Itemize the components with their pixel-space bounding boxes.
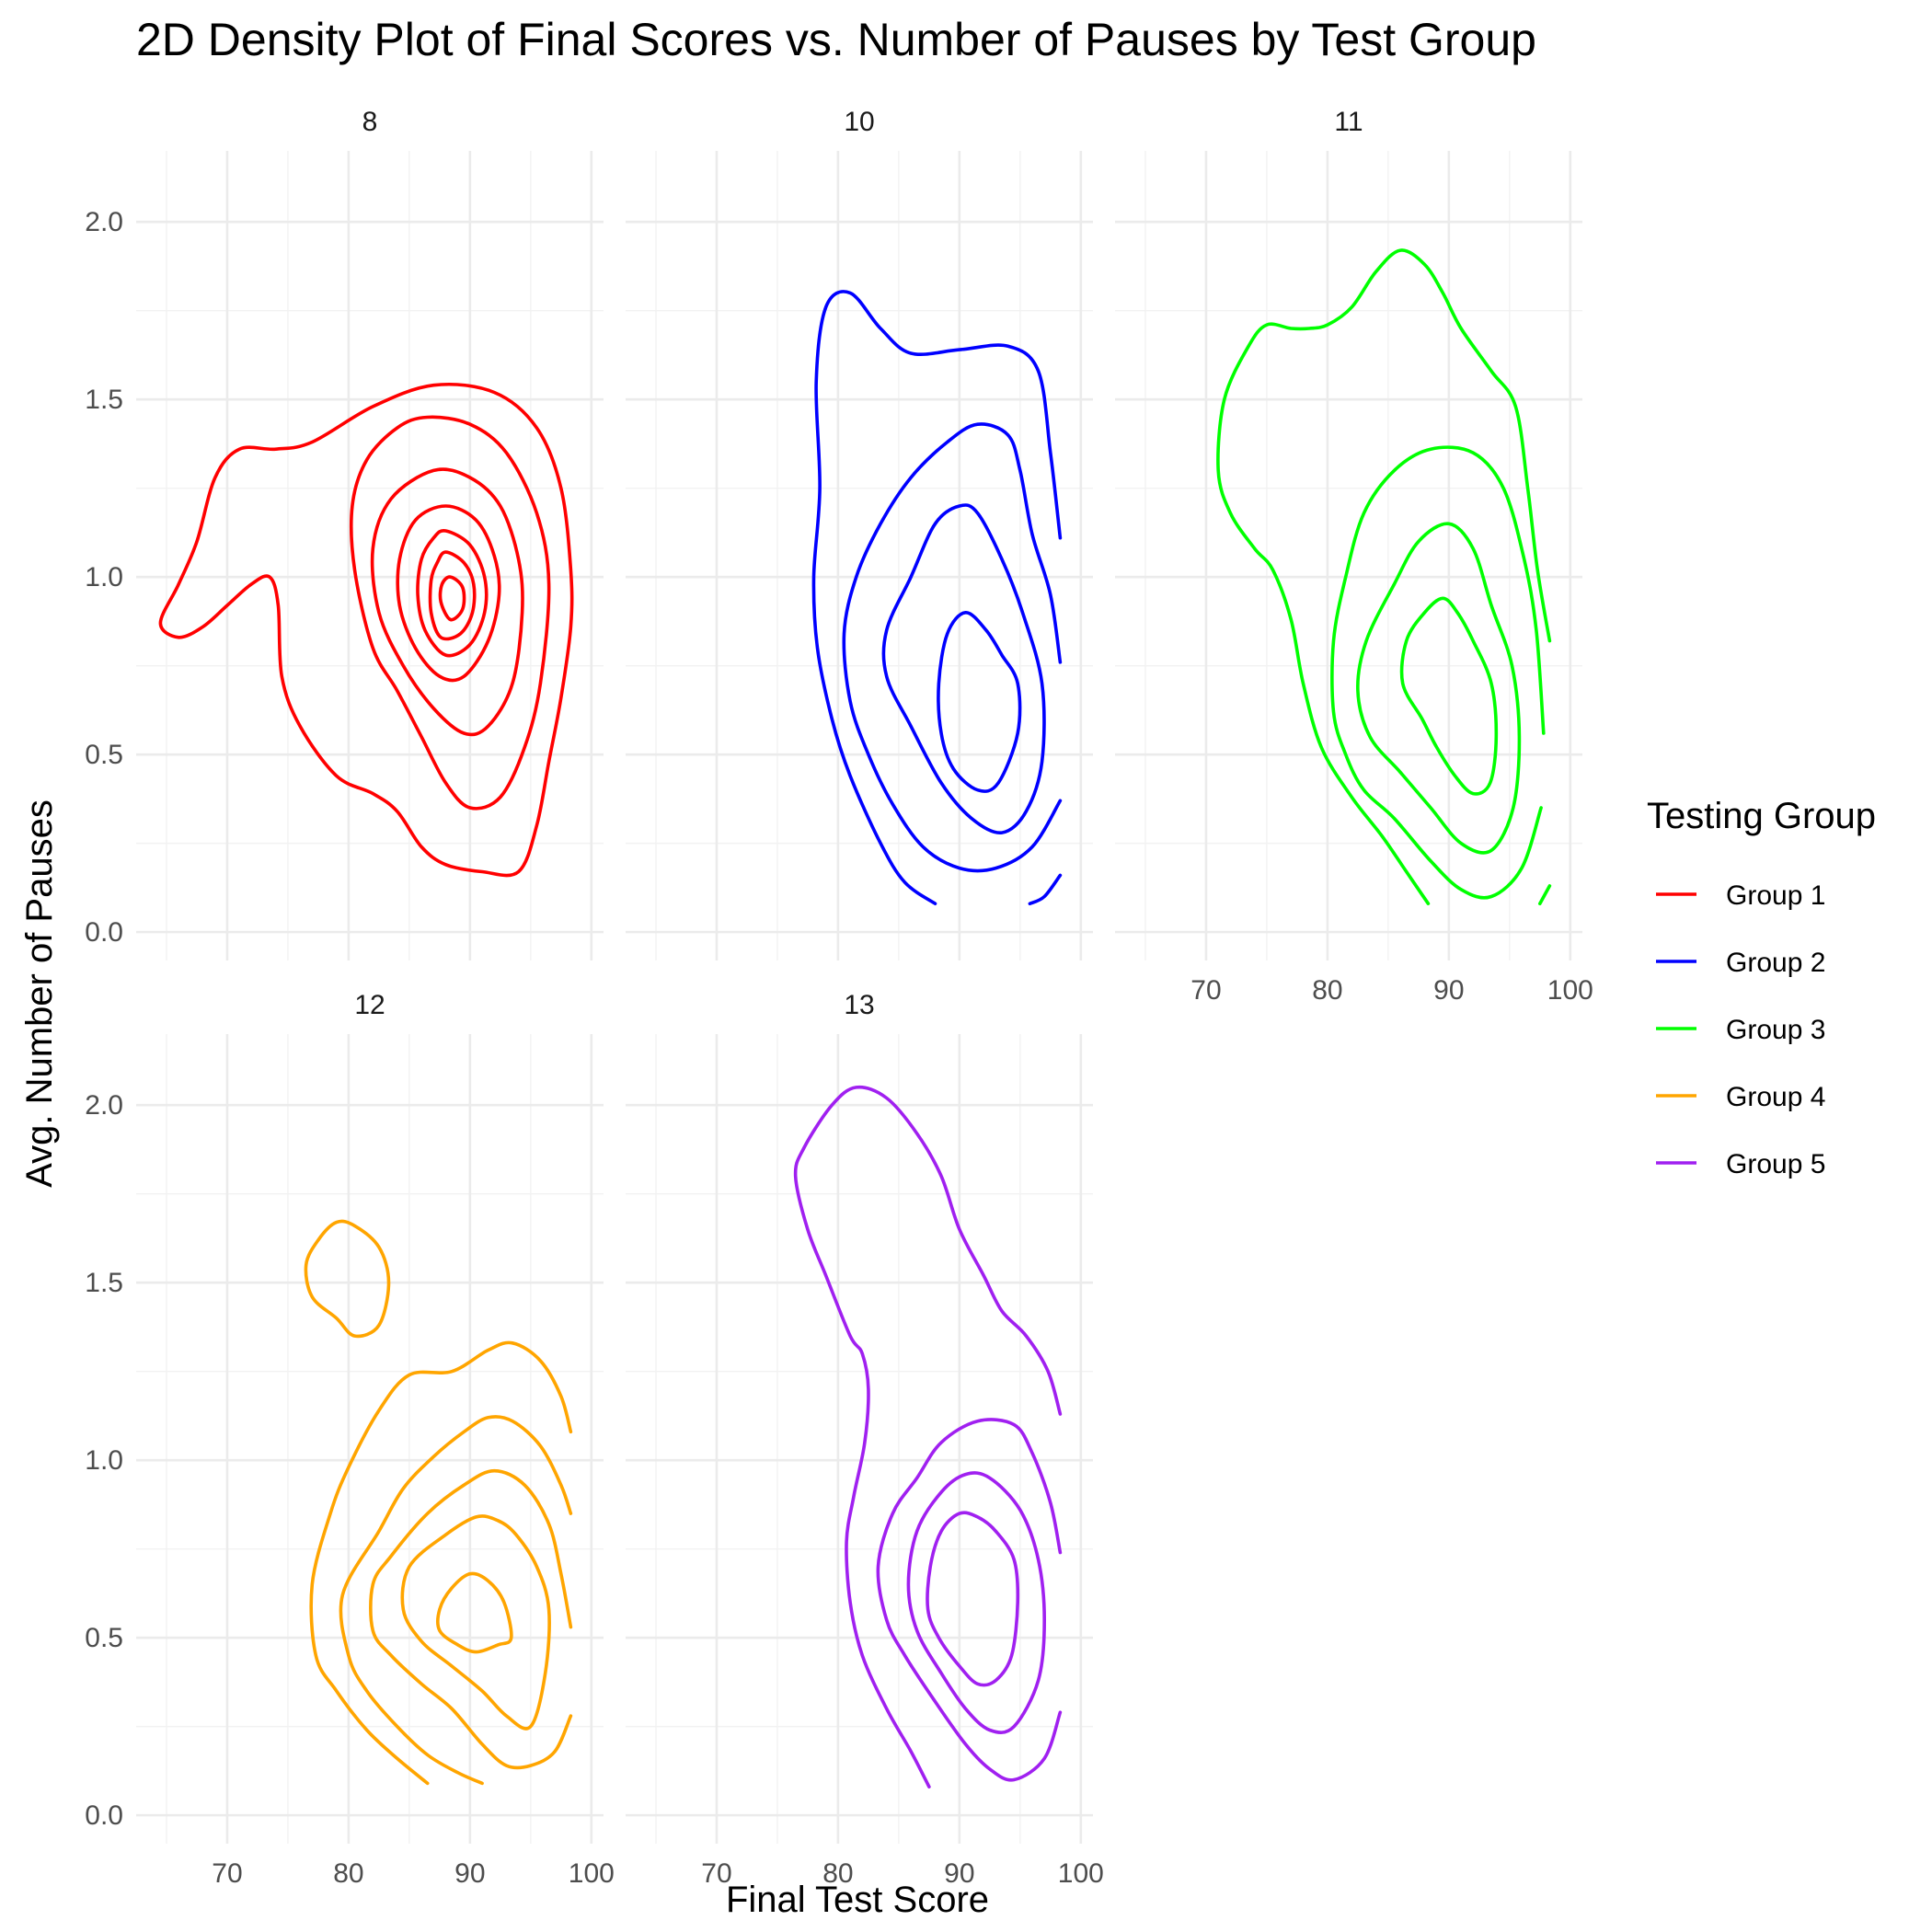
facet-strip-label: 13 [844,990,874,1020]
facet-strip-label: 12 [354,990,385,1020]
density-contour [436,1571,513,1654]
x-tick-label: 90 [944,1858,974,1889]
density-contour [1216,248,1552,905]
y-axis-title: Avg. Number of Pauses [19,799,60,1188]
legend-label: Group 5 [1726,1149,1825,1179]
facet-strip-label: 10 [844,107,874,137]
density-contour [876,1418,1063,1782]
density-contour [842,422,1063,873]
density-contour [396,504,501,683]
density-contour [339,1415,573,1786]
density-contour [349,415,551,811]
y-tick-label: 0.0 [85,1800,123,1831]
facet-strip-label: 11 [1334,107,1363,137]
density-contour [1330,445,1546,900]
x-tick-label: 80 [333,1858,363,1889]
density-contour [1399,596,1499,796]
y-tick-label: 1.0 [85,1445,123,1476]
density-contour [793,1085,1063,1788]
x-tick-label: 100 [569,1858,615,1889]
y-tick-label: 1.5 [85,385,123,415]
x-tick-label: 100 [1547,975,1593,1006]
density-contour [937,611,1022,793]
y-tick-label: 1.5 [85,1268,123,1298]
x-tick-label: 80 [822,1858,853,1889]
legend-label: Group 2 [1726,948,1825,978]
density-contour [370,467,524,737]
legend-label: Group 3 [1726,1015,1825,1045]
density-contour [926,1511,1020,1687]
density-contour [1538,884,1552,905]
legend-title: Testing Group [1647,796,1876,836]
legend-label: Group 1 [1726,880,1825,911]
y-tick-label: 2.0 [85,1090,123,1121]
x-tick-label: 70 [701,1858,731,1889]
x-tick-label: 80 [1312,975,1342,1006]
density-contour [304,1219,391,1339]
facet-panel-12: 12 0.0 0.5 1.0 1.5 2.0 70 80 90 100 [85,990,615,1889]
density-contour [400,1514,551,1731]
density-contour [1356,522,1522,855]
y-tick-label: 2.0 [85,207,123,237]
x-tick-label: 70 [212,1858,242,1889]
x-axis-title: Final Test Score [726,1880,989,1920]
density-contour [811,290,1063,905]
density-contour [428,550,477,641]
facet-panel-11: 11 70 80 90 100 [1115,107,1593,1006]
facet-panel-8: 8 0.0 0.5 1.0 1.5 2.0 [85,107,604,960]
x-tick-label: 100 [1058,1858,1104,1889]
y-tick-label: 0.5 [85,1623,123,1653]
facet-strip-label: 8 [362,107,378,137]
facet-panel-10: 10 [626,107,1093,960]
x-tick-label: 70 [1190,975,1221,1006]
chart-title: 2D Density Plot of Final Scores vs. Numb… [136,14,1536,65]
legend-label: Group 4 [1726,1082,1825,1112]
density-contour [906,1471,1046,1734]
density-contour [438,575,466,622]
y-tick-label: 0.5 [85,740,123,770]
y-tick-label: 1.0 [85,562,123,592]
x-tick-label: 90 [454,1858,485,1889]
y-tick-label: 0.0 [85,917,123,948]
density-contour [881,503,1046,834]
density-contour [158,382,574,878]
density-contour [309,1340,573,1786]
density-contour [1028,873,1063,905]
legend: Testing Group Group 1 Group 2 Group 3 Group… [1647,796,1876,1179]
facet-panel-13: 13 70 80 90 100 [626,990,1104,1889]
x-tick-label: 90 [1433,975,1464,1006]
density-contour [416,528,489,658]
facet-panels: 8 0.0 0.5 1.0 1.5 2.0 10 11 70 80 90 100 12 0.0 0.5 1.0… [85,107,1593,1889]
density-contour [369,1468,573,1770]
